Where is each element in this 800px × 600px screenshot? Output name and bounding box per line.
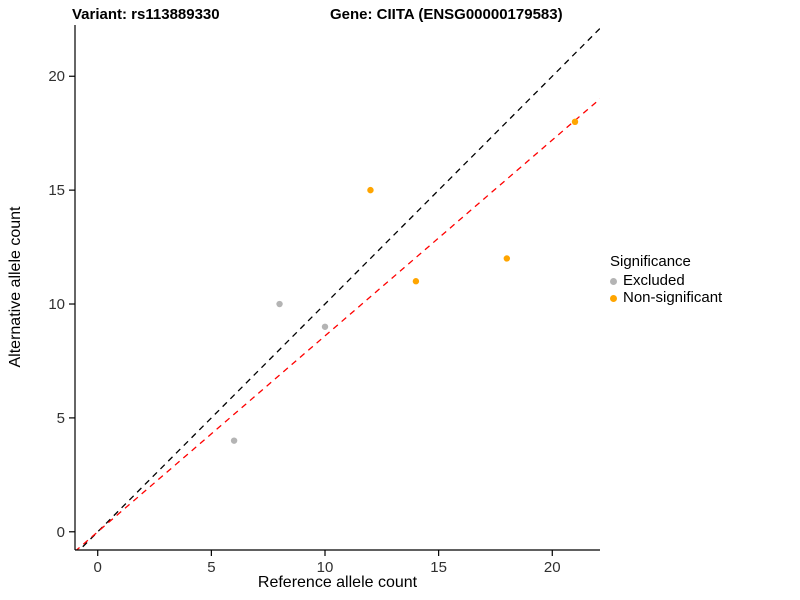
y-tick-label: 15 <box>48 182 65 199</box>
excluded-swatch-icon <box>610 277 617 285</box>
legend-item-excluded: Excluded <box>610 273 722 289</box>
legend: Significance Excluded Non-significant <box>610 253 722 307</box>
y-tick-label: 0 <box>57 524 65 541</box>
y-tick-label: 10 <box>48 296 65 313</box>
fit-reference-line <box>75 98 600 550</box>
x-tick-label: 0 <box>94 559 102 576</box>
legend-title: Significance <box>610 253 691 270</box>
y-tick-label: 20 <box>48 68 65 85</box>
x-axis-title: Reference allele count <box>257 574 418 591</box>
data-point-excluded <box>276 300 283 308</box>
data-point-non-significant <box>367 186 374 194</box>
x-tick-label: 10 <box>317 559 334 576</box>
legend-item-non-significant: Non-significant <box>610 290 722 306</box>
x-tick-label: 5 <box>207 559 215 576</box>
data-point-excluded <box>230 437 238 444</box>
data-point-non-significant <box>503 255 511 262</box>
identity-reference-line <box>78 27 600 550</box>
data-point-excluded <box>321 323 329 330</box>
variant-title: Variant: rs113889330 <box>72 6 220 23</box>
y-tick-label: 5 <box>57 410 65 427</box>
non-significant-swatch-icon <box>610 294 617 302</box>
legend-label-excluded: Excluded <box>623 272 685 289</box>
data-point-non-significant <box>571 118 579 126</box>
data-point-non-significant <box>412 278 420 285</box>
y-axis-title: Alternative allele count <box>7 206 24 368</box>
gene-title: Gene: CIITA (ENSG00000179583) <box>330 6 563 23</box>
x-tick-label: 20 <box>544 559 561 576</box>
legend-label-non-significant: Non-significant <box>623 289 723 306</box>
x-tick-label: 15 <box>430 559 447 576</box>
